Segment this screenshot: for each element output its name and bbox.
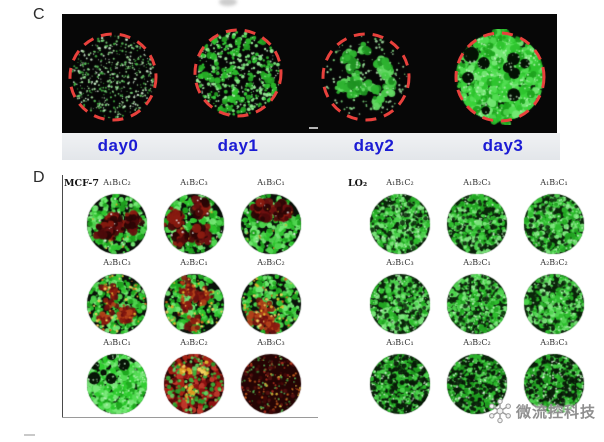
well: A₁B₃C₁ (522, 176, 586, 255)
fluorescence-well-image (163, 193, 225, 255)
fluorescence-well-image (446, 353, 508, 415)
fluorescence-well-image (369, 273, 431, 335)
mcf7-well-grid: A₁B₁C₂ A₁B₂C₃ A₁B₃C₁ A₂B₁C₃ A₂B₂C₁ A₂B₃C… (85, 176, 303, 415)
cropped-artifact (24, 434, 35, 436)
fluorescence-well-image (86, 273, 148, 335)
well-label: A₁B₂C₃ (463, 178, 491, 187)
scale-bar (309, 127, 318, 129)
well: A₁B₂C₃ (445, 176, 509, 255)
fluorescence-image (65, 29, 161, 125)
fluorescence-well-image (369, 193, 431, 255)
panel-c-label: C (33, 6, 45, 23)
well: A₂B₃C₂ (522, 256, 586, 335)
fluorescence-well-image (86, 193, 148, 255)
fluorescence-well-image (240, 193, 302, 255)
panel-d-label: D (33, 169, 45, 186)
well: A₂B₃C₂ (239, 256, 303, 335)
well: A₁B₁C₂ (368, 176, 432, 255)
well: A₃B₁C₁ (85, 336, 149, 415)
well: A₂B₁C₃ (368, 256, 432, 335)
day2-label: day2 (353, 136, 395, 155)
cropped-artifact (219, 0, 237, 6)
well: A₃B₂C₂ (445, 336, 509, 415)
panel-c-image-strip (62, 14, 557, 133)
snowflake-logo-icon (489, 398, 511, 424)
day1-label: day1 (217, 136, 259, 155)
fluorescence-well-image (86, 353, 148, 415)
fluorescence-well-image (163, 273, 225, 335)
well: A₃B₃C₃ (239, 336, 303, 415)
well: A₃B₁C₁ (368, 336, 432, 415)
well-label: A₁B₃C₁ (540, 178, 568, 187)
fluorescence-well-image (240, 353, 302, 415)
well-label: A₂B₃C₂ (257, 258, 285, 267)
well-label: A₂B₂C₁ (180, 258, 208, 267)
well-label: A₁B₂C₃ (180, 178, 208, 187)
dashed-circle-outline (454, 31, 546, 123)
scale-bar (287, 410, 296, 412)
dashed-circle-outline (68, 32, 158, 122)
well-label: A₁B₁C₂ (386, 178, 414, 187)
well-label: A₂B₁C₃ (386, 258, 414, 267)
dashed-circle-outline (193, 28, 283, 118)
watermark-text: 微流控科技 (516, 403, 597, 421)
well-label: A₃B₃C₃ (540, 338, 568, 347)
fluorescence-well-image (163, 353, 225, 415)
well: A₂B₂C₁ (445, 256, 509, 335)
well: A₂B₁C₃ (85, 256, 149, 335)
well-label: A₁B₁C₂ (103, 178, 131, 187)
well: A₃B₂C₂ (162, 336, 226, 415)
well-label: A₃B₂C₂ (463, 338, 491, 347)
well-label: A₃B₁C₁ (386, 338, 414, 347)
day-label-band: day0 day1 day2 day3 (62, 133, 560, 160)
lo2-well-grid: A₁B₁C₂ A₁B₂C₃ A₁B₃C₁ A₂B₁C₃ A₂B₂C₁ A₂B₃C… (368, 176, 586, 415)
well-label: A₃B₁C₁ (103, 338, 131, 347)
fluorescence-image (190, 25, 286, 121)
well: A₁B₂C₃ (162, 176, 226, 255)
fluorescence-image (318, 29, 414, 125)
fluorescence-well-image (523, 193, 585, 255)
well: A₃B₃C₃ (522, 336, 586, 415)
fluorescence-well-image (446, 193, 508, 255)
well-label: A₂B₃C₂ (540, 258, 568, 267)
well-label: A₃B₃C₃ (257, 338, 285, 347)
fluorescence-well-image (523, 353, 585, 415)
well: A₁B₁C₂ (85, 176, 149, 255)
fluorescence-well-image (446, 273, 508, 335)
well-label: A₂B₁C₃ (103, 258, 131, 267)
well-label: A₃B₂C₂ (180, 338, 208, 347)
dashed-circle-outline (321, 32, 411, 122)
group-name-mcf7: MCF-7 (64, 178, 99, 189)
panel-d-left-axis-line (62, 175, 63, 417)
well: A₁B₃C₁ (239, 176, 303, 255)
watermark: 微流控科技 (487, 398, 596, 424)
day1-well-image (190, 25, 286, 121)
well-label: A₂B₂C₁ (463, 258, 491, 267)
fluorescence-well-image (240, 273, 302, 335)
panel-d-bottom-axis-line (62, 417, 318, 418)
well-label: A₁B₃C₁ (257, 178, 285, 187)
fluorescence-well-image (523, 273, 585, 335)
day0-well-image (65, 29, 161, 125)
group-name-lo2: LO₂ (348, 178, 368, 189)
day2-well-image (318, 29, 414, 125)
well: A₂B₂C₁ (162, 256, 226, 335)
day0-label: day0 (97, 136, 139, 155)
day3-well-image (452, 29, 548, 125)
day3-label: day3 (482, 136, 524, 155)
fluorescence-well-image (369, 353, 431, 415)
